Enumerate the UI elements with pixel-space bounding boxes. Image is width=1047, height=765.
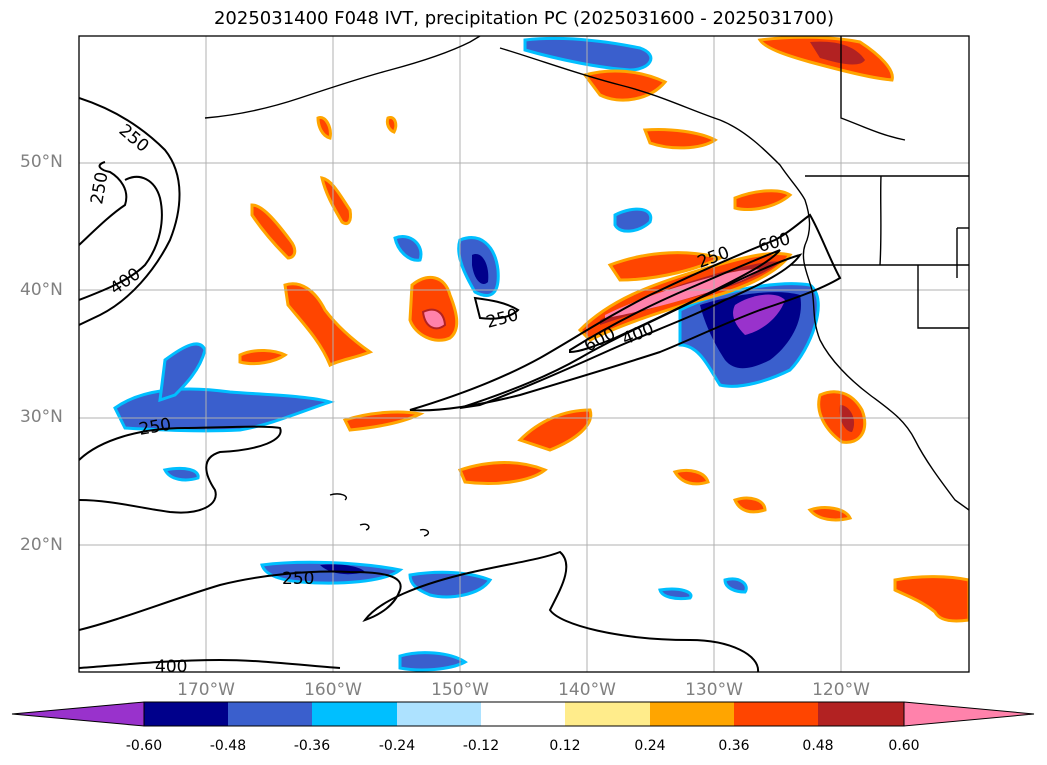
ivt-contour-250-mid xyxy=(473,296,520,320)
map-gridlines xyxy=(79,36,969,672)
colorbar-tick-label: -0.36 xyxy=(293,738,331,754)
precip-positive-area xyxy=(342,410,425,432)
contour-label: 250 xyxy=(484,305,521,333)
precip-negative-area xyxy=(162,466,200,482)
precip-negative-area xyxy=(408,570,493,599)
contour-label: 250 xyxy=(137,415,172,440)
map-title: 2025031400 F048 IVT, precipitation PC (2… xyxy=(213,8,835,29)
precip-positive-area xyxy=(607,251,725,282)
colorbar xyxy=(11,701,1035,727)
lon-label-170w: 170°W xyxy=(177,680,235,700)
lat-label-20n: 20°N xyxy=(20,535,63,555)
colorbar-tick-label: 0.60 xyxy=(888,738,920,754)
lon-label-130w: 130°W xyxy=(685,680,743,700)
precip-positive-area xyxy=(238,349,288,366)
colorbar-tick-label: 0.24 xyxy=(634,738,666,754)
colorbar-tick-label: -0.60 xyxy=(125,738,163,754)
precip-positive-area xyxy=(893,575,969,623)
ivt-contour-400b xyxy=(79,175,163,301)
lat-label-50n: 50°N xyxy=(20,152,63,172)
contour-label: 250 xyxy=(282,569,314,589)
precip-positive-area xyxy=(672,468,710,486)
precip-negative-area-violet xyxy=(733,294,785,335)
coastlines xyxy=(204,36,969,537)
ivt-contour-250-ne xyxy=(409,213,842,412)
colorbar-bin xyxy=(650,702,734,726)
colorbar-bin xyxy=(565,702,650,726)
colorbar-tick-label: 0.48 xyxy=(802,738,834,754)
precip-positive-area-pink xyxy=(605,269,760,318)
lat-label-30n: 30°N xyxy=(20,407,63,427)
ivt-contour-400 xyxy=(79,161,128,246)
precip-shading xyxy=(113,36,969,672)
lat-label-40n: 40°N xyxy=(20,280,63,300)
precip-positive-area-pink xyxy=(421,308,447,330)
precip-positive-area xyxy=(517,408,593,452)
precip-positive-area xyxy=(457,461,548,485)
precip-positive-area xyxy=(642,128,718,150)
contour-label: 250 xyxy=(115,121,153,157)
ivt-contour-250 xyxy=(79,97,181,326)
colorbar-bin xyxy=(481,702,565,726)
lon-label-150w: 150°W xyxy=(431,680,489,700)
ivt-contour-600-ne xyxy=(569,249,781,354)
lon-label-120w: 120°W xyxy=(812,680,870,700)
precip-positive-area-dark xyxy=(810,41,865,65)
precip-positive-area xyxy=(732,496,767,514)
colorbar-extend-left xyxy=(11,701,145,727)
precip-negative-area xyxy=(158,342,207,403)
colorbar-tick-label: -0.12 xyxy=(462,738,500,754)
colorbar-bin xyxy=(818,702,904,726)
colorbar-extend-right xyxy=(903,701,1035,727)
map-frame xyxy=(78,35,970,673)
colorbar-bin xyxy=(228,702,312,726)
contour-label: 400 xyxy=(155,657,187,677)
precip-negative-area xyxy=(393,235,423,262)
contour-label: 250 xyxy=(87,170,112,205)
precip-positive-area xyxy=(733,189,793,211)
lon-label-140w: 140°W xyxy=(558,680,616,700)
colorbar-bin xyxy=(312,702,397,726)
precip-negative-area xyxy=(260,560,404,585)
precip-positive-area xyxy=(316,116,332,140)
colorbar-bin xyxy=(144,702,228,726)
precip-negative-area xyxy=(398,651,468,672)
colorbar-bin xyxy=(397,702,481,726)
precip-positive-area xyxy=(250,203,297,260)
precip-positive-area xyxy=(320,176,352,225)
precip-positive-area xyxy=(385,115,398,134)
colorbar-tick-label: -0.24 xyxy=(378,738,416,754)
map-plot-area: 250 250 400 250 250 400 250 600 600 400 … xyxy=(79,36,969,677)
lon-label-160w: 160°W xyxy=(304,680,362,700)
ivt-contour-400-ne xyxy=(459,253,803,409)
colorbar-tick-label: -0.48 xyxy=(209,738,247,754)
ivt-contour-250-sw xyxy=(79,425,282,514)
precip-negative-area xyxy=(613,207,653,233)
precip-positive-area xyxy=(807,506,853,522)
colorbar-bin xyxy=(734,702,818,726)
ivt-contour-250-s xyxy=(79,550,760,672)
precip-positive-area xyxy=(283,282,374,368)
colorbar-tick-label: 0.36 xyxy=(718,738,750,754)
contour-label: 600 xyxy=(756,229,793,257)
precip-negative-area xyxy=(523,36,653,72)
ivt-contour-400-s xyxy=(79,658,341,669)
precip-negative-area xyxy=(658,587,693,601)
precip-negative-area-core xyxy=(472,254,489,285)
ivt-contours xyxy=(79,97,842,672)
contour-label-group: 250 250 400 250 250 400 250 600 600 400 … xyxy=(87,121,793,677)
colorbar-tick-label: 0.12 xyxy=(549,738,581,754)
precip-negative-area xyxy=(723,577,748,594)
